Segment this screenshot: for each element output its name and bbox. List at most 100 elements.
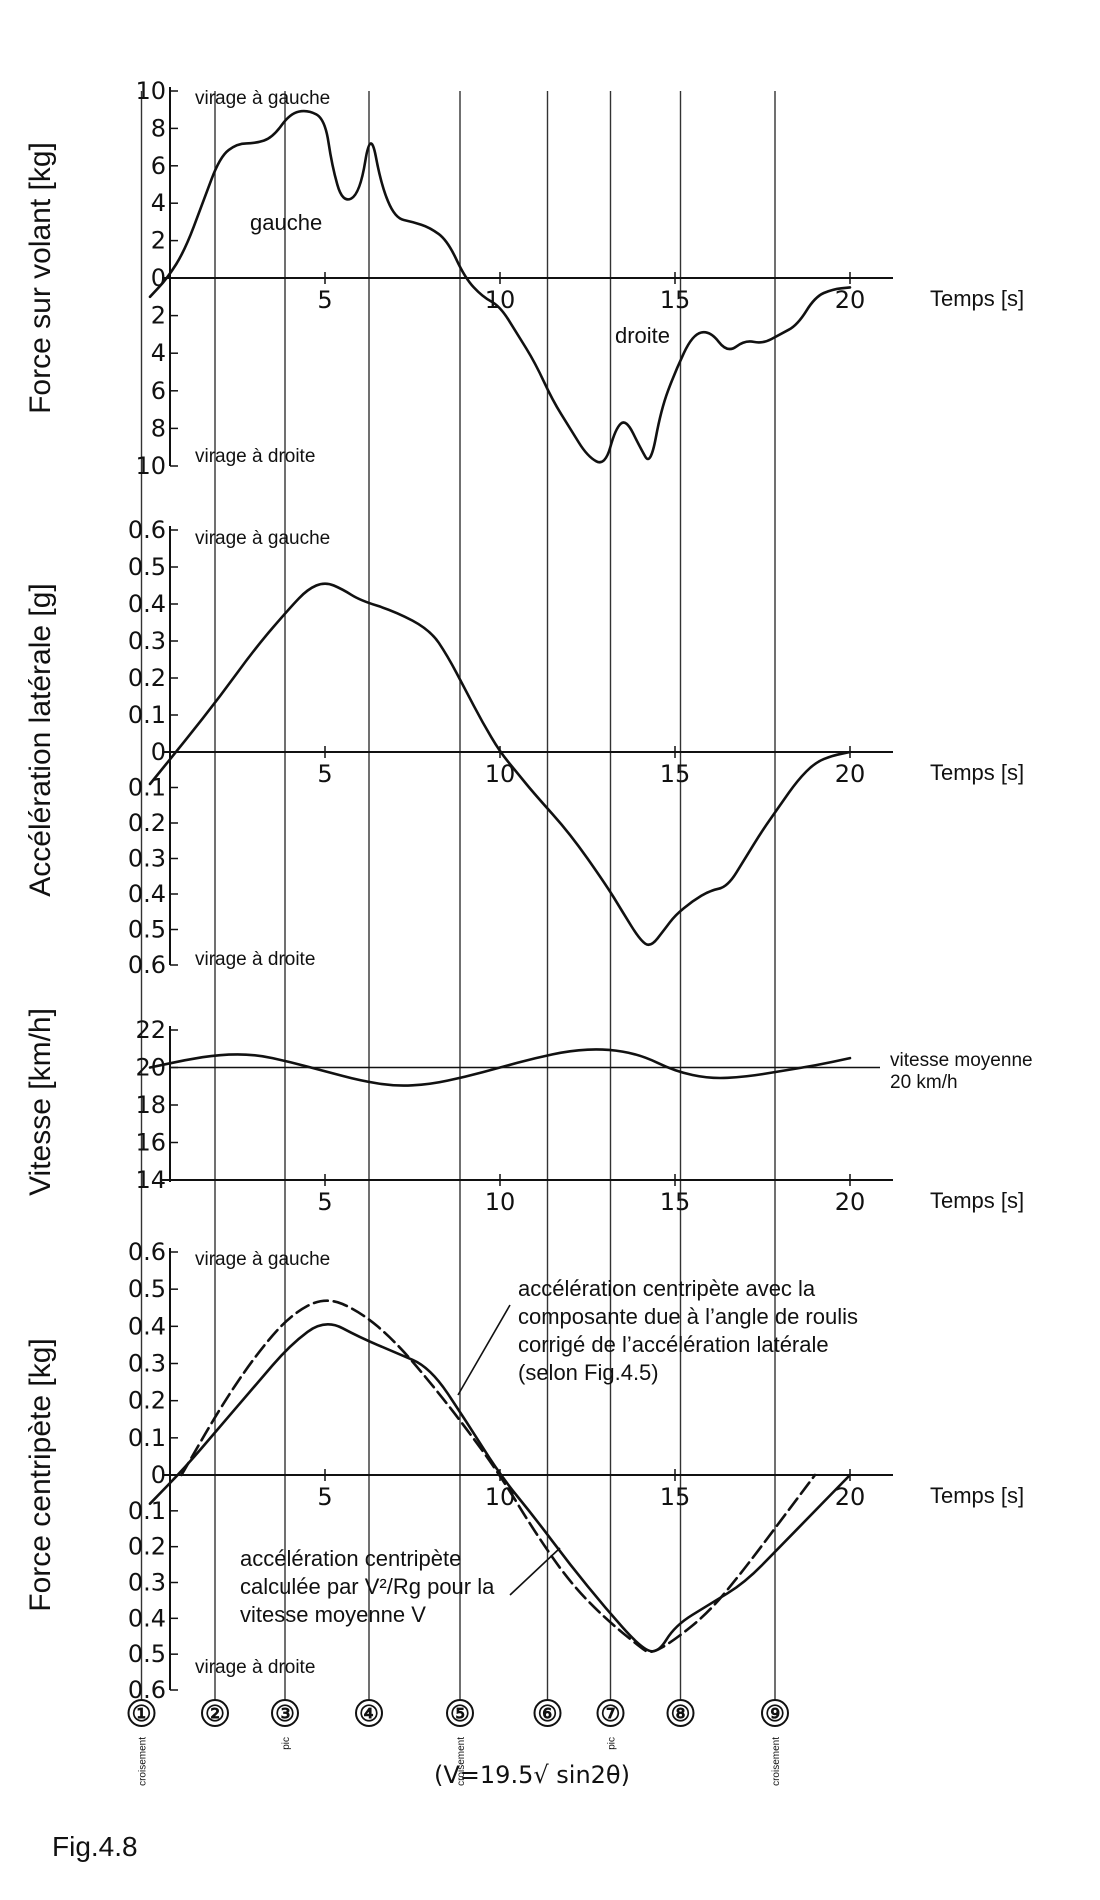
y-tick-label: 2	[151, 302, 166, 330]
event-marker: ②	[201, 1699, 229, 1727]
x-tick-label: 5	[317, 286, 332, 314]
series-line	[148, 1048, 852, 1087]
x-tick-label: 20	[835, 1483, 866, 1511]
y-tick-label: 0.5	[128, 1640, 166, 1668]
event-markers: ① croisement ② ③ pic ④ ⑤ croisement ⑥ ⑦ pic ⑧ ⑨ crois…	[127, 1699, 789, 1786]
y-tick-label: 0.1	[128, 1497, 166, 1525]
event-marker: ① croisement	[127, 1699, 156, 1786]
event-marker-note: croisement	[138, 1737, 149, 1786]
series-line	[148, 109, 852, 464]
x-axis-label: Temps [s]	[930, 1483, 1024, 1508]
x-tick-label: 15	[660, 1483, 691, 1511]
annotation-left-turn: virage à gauche	[195, 1249, 330, 1270]
event-marker-circle	[596, 1699, 625, 1727]
x-tick-label: 15	[660, 760, 691, 788]
x-tick-label: 5	[317, 1188, 332, 1216]
y-tick-label: 0.6	[128, 1238, 166, 1266]
y-tick-label: 0.5	[128, 1275, 166, 1303]
event-marker-number: ⑨	[765, 1701, 785, 1727]
x-tick-label: 5	[317, 1483, 332, 1511]
event-marker-circle	[127, 1699, 156, 1727]
series-line	[148, 582, 852, 947]
x-tick-label: 5	[317, 760, 332, 788]
event-marker-note: pic	[607, 1737, 618, 1750]
y-tick-label: 6	[151, 377, 166, 405]
x-axis-label: Temps [s]	[930, 286, 1024, 311]
y-axis-label: Accélération latérale [g]	[24, 583, 57, 897]
event-gridlines	[140, 91, 776, 1700]
y-tick-label: 0.3	[128, 627, 166, 655]
event-marker-circle	[201, 1699, 229, 1727]
annotation-right-turn: virage à droite	[195, 949, 315, 970]
y-axis-label: Vitesse [km/h]	[24, 1008, 57, 1196]
y-tick-label: 0.3	[128, 845, 166, 873]
y-tick-label: 0	[151, 1461, 166, 1489]
y-tick-label: 0	[151, 738, 166, 766]
y-tick-label: 0.2	[128, 1387, 166, 1415]
x-tick-label: 15	[660, 1188, 691, 1216]
y-tick-label: 10	[135, 77, 166, 105]
x-axis-label: Temps [s]	[930, 760, 1024, 785]
y-tick-label: 0.1	[128, 1424, 166, 1452]
annotation-gauche: gauche	[250, 210, 322, 235]
chart-panel-2: 0.60.50.40.30.20.100.10.20.30.40.50.65 10…	[24, 516, 1024, 979]
event-marker-number: ⑤	[450, 1701, 470, 1727]
y-axis-label: Force sur volant [kg]	[24, 142, 57, 414]
event-marker-number: ⑥	[538, 1701, 558, 1727]
y-tick-label: 0.4	[128, 1604, 166, 1632]
event-marker: ③ pic	[271, 1699, 299, 1750]
annotation-solid-curve: composante due à l’angle de roulis	[518, 1304, 858, 1329]
y-tick-label: 0.4	[128, 1312, 166, 1340]
annotation-right-turn: virage à droite	[195, 446, 315, 467]
y-tick-label: 8	[151, 114, 166, 142]
y-tick-label: 8	[151, 414, 166, 442]
x-tick-label: 15	[660, 286, 691, 314]
event-marker-circle	[666, 1699, 695, 1727]
event-marker-number: ⑧	[671, 1701, 691, 1727]
x-tick-label: 20	[835, 286, 866, 314]
event-marker: ④	[355, 1699, 383, 1727]
event-marker: ⑥	[533, 1699, 562, 1727]
event-marker: ⑨ croisement	[761, 1699, 789, 1786]
chart-panel-4: 0.60.50.40.30.20.100.10.20.30.40.50.65 10…	[24, 1238, 1024, 1704]
event-marker: ⑦ pic	[596, 1699, 625, 1750]
event-marker-note: croisement	[456, 1737, 467, 1786]
annotation-droite: droite	[615, 323, 670, 348]
series-line	[148, 1323, 852, 1653]
y-tick-label: 0.2	[128, 664, 166, 692]
event-marker-circle	[355, 1699, 383, 1727]
annotation-mean-speed: vitesse moyenne	[890, 1050, 1033, 1071]
x-axis-label: Temps [s]	[930, 1188, 1024, 1213]
event-marker-note: pic	[281, 1737, 292, 1750]
y-tick-label: 0.3	[128, 1569, 166, 1597]
x-tick-label: 20	[835, 760, 866, 788]
y-tick-label: 0.3	[128, 1350, 166, 1378]
y-axis-label: Force centripète [kg]	[24, 1338, 57, 1611]
formula-label: (V=19.5√ sin2θ)	[434, 1761, 630, 1789]
series-line-dashed	[180, 1299, 817, 1654]
y-tick-label: 0.5	[128, 553, 166, 581]
annotation-solid-curve: (selon Fig.4.5)	[518, 1360, 659, 1385]
y-tick-label: 4	[151, 189, 166, 217]
x-tick-label: 20	[835, 1188, 866, 1216]
event-marker-circle	[446, 1699, 474, 1727]
y-tick-label: 0.6	[128, 1676, 166, 1704]
y-tick-label: 14	[135, 1166, 166, 1194]
annotation-mean-speed-value: 20 km/h	[890, 1072, 958, 1093]
event-marker-number: ③	[275, 1701, 295, 1727]
y-tick-label: 0.1	[128, 701, 166, 729]
annotation-pointer-solid	[457, 1304, 511, 1396]
y-tick-label: 10	[135, 452, 166, 480]
event-marker-number: ④	[359, 1701, 379, 1727]
y-tick-label: 18	[135, 1091, 166, 1119]
y-tick-label: 0.1	[128, 774, 166, 802]
annotation-pointer-dashed	[509, 1547, 561, 1596]
y-tick-label: 0.2	[128, 1533, 166, 1561]
figure-label: Fig.4.8	[52, 1831, 138, 1862]
event-marker-number: ⑦	[601, 1701, 621, 1727]
y-tick-label: 0.6	[128, 951, 166, 979]
y-tick-label: 0.4	[128, 590, 166, 618]
event-marker-circle	[761, 1699, 789, 1727]
y-tick-label: 0.6	[128, 516, 166, 544]
